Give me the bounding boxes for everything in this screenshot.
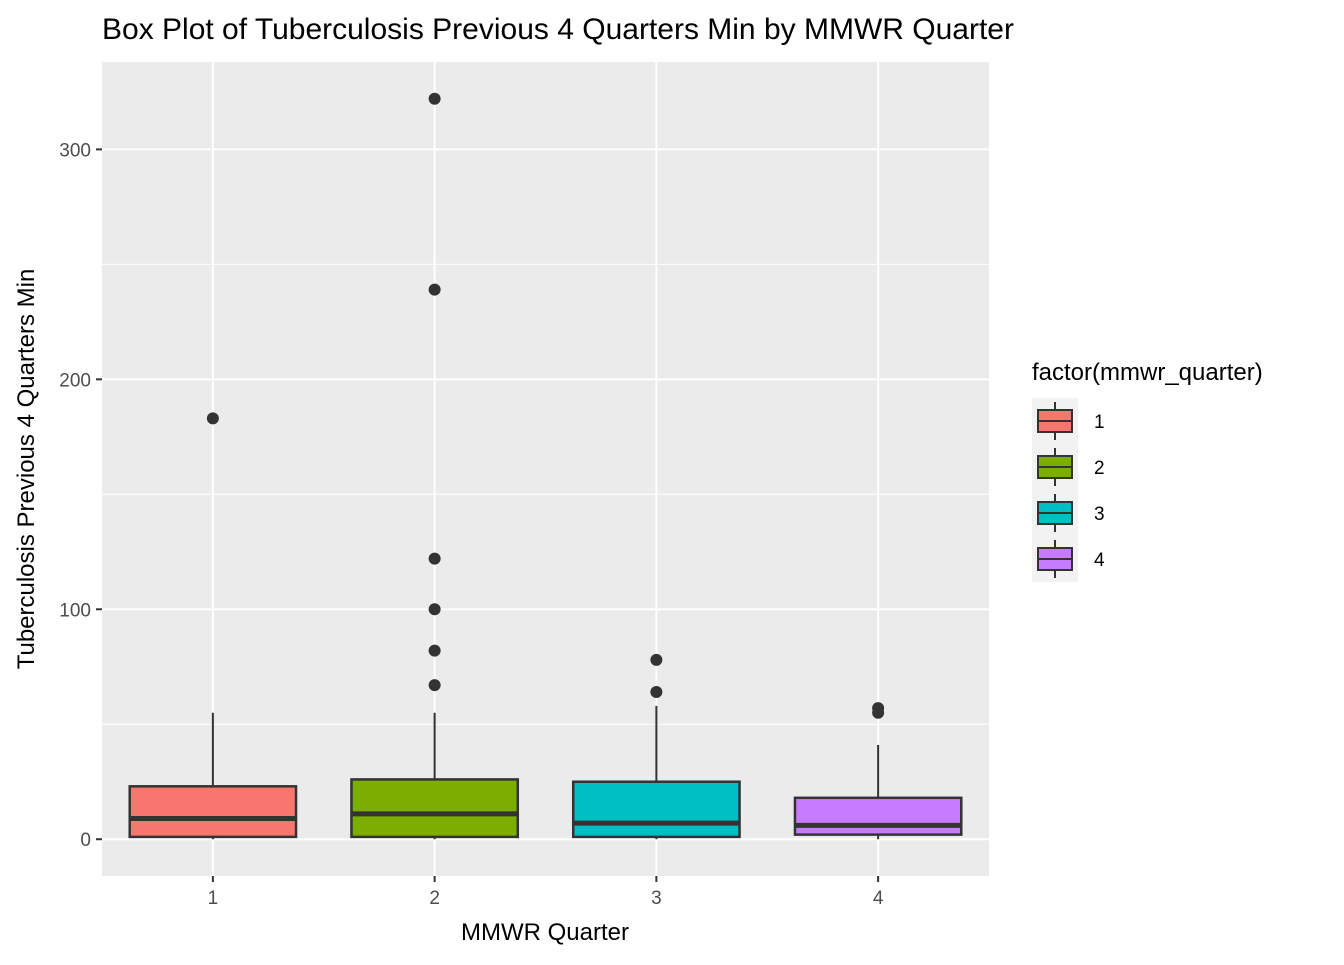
outlier-point [428, 92, 441, 105]
box [350, 778, 520, 839]
y-axis-title: Tuberculosis Previous 4 Quarters Min [13, 269, 40, 670]
x-tick-label: 4 [873, 888, 884, 909]
y-tick-label: 200 [59, 370, 91, 391]
outlier-point [428, 283, 441, 296]
outlier-point [206, 412, 219, 425]
legend-label: 4 [1094, 550, 1105, 571]
x-tick-label: 2 [429, 888, 440, 909]
box-group-1 [128, 412, 298, 840]
legend-item-3: 3 [1032, 490, 1105, 536]
legend-title: factor(mmwr_quarter) [1032, 359, 1263, 386]
boxes-layer [128, 92, 963, 840]
legend-item-1: 1 [1032, 398, 1105, 444]
box [128, 785, 298, 839]
legend-label: 3 [1094, 504, 1105, 525]
box [793, 796, 963, 836]
y-tick-label: 0 [80, 830, 91, 851]
outlier-point [872, 702, 885, 715]
box [571, 780, 741, 839]
outlier-point [650, 653, 663, 666]
legend-item-2: 2 [1032, 444, 1105, 490]
legend-item-4: 4 [1032, 536, 1105, 582]
outlier-point [428, 679, 441, 692]
chart-title: Box Plot of Tuberculosis Previous 4 Quar… [102, 13, 1014, 46]
x-axis-title: MMWR Quarter [461, 919, 629, 946]
x-tick-label: 3 [651, 888, 662, 909]
legend-keys: 1 2 3 4 [1032, 398, 1105, 582]
legend: factor(mmwr_quarter) 1 2 3 4 [1032, 359, 1263, 582]
x-axis: 1 2 3 4 [208, 876, 884, 909]
box-group-3 [571, 653, 741, 840]
y-axis: 0 100 200 300 [59, 140, 102, 851]
box-group-2 [350, 92, 520, 840]
outlier-point [428, 552, 441, 565]
x-tick-label: 1 [208, 888, 219, 909]
legend-label: 1 [1094, 412, 1105, 433]
y-tick-label: 100 [59, 600, 91, 621]
outlier-point [428, 603, 441, 616]
outlier-point [428, 644, 441, 657]
plot-panel [102, 62, 989, 876]
outlier-point [650, 686, 663, 699]
legend-label: 2 [1094, 458, 1105, 479]
box-group-4 [793, 702, 963, 840]
y-tick-label: 300 [59, 140, 91, 161]
